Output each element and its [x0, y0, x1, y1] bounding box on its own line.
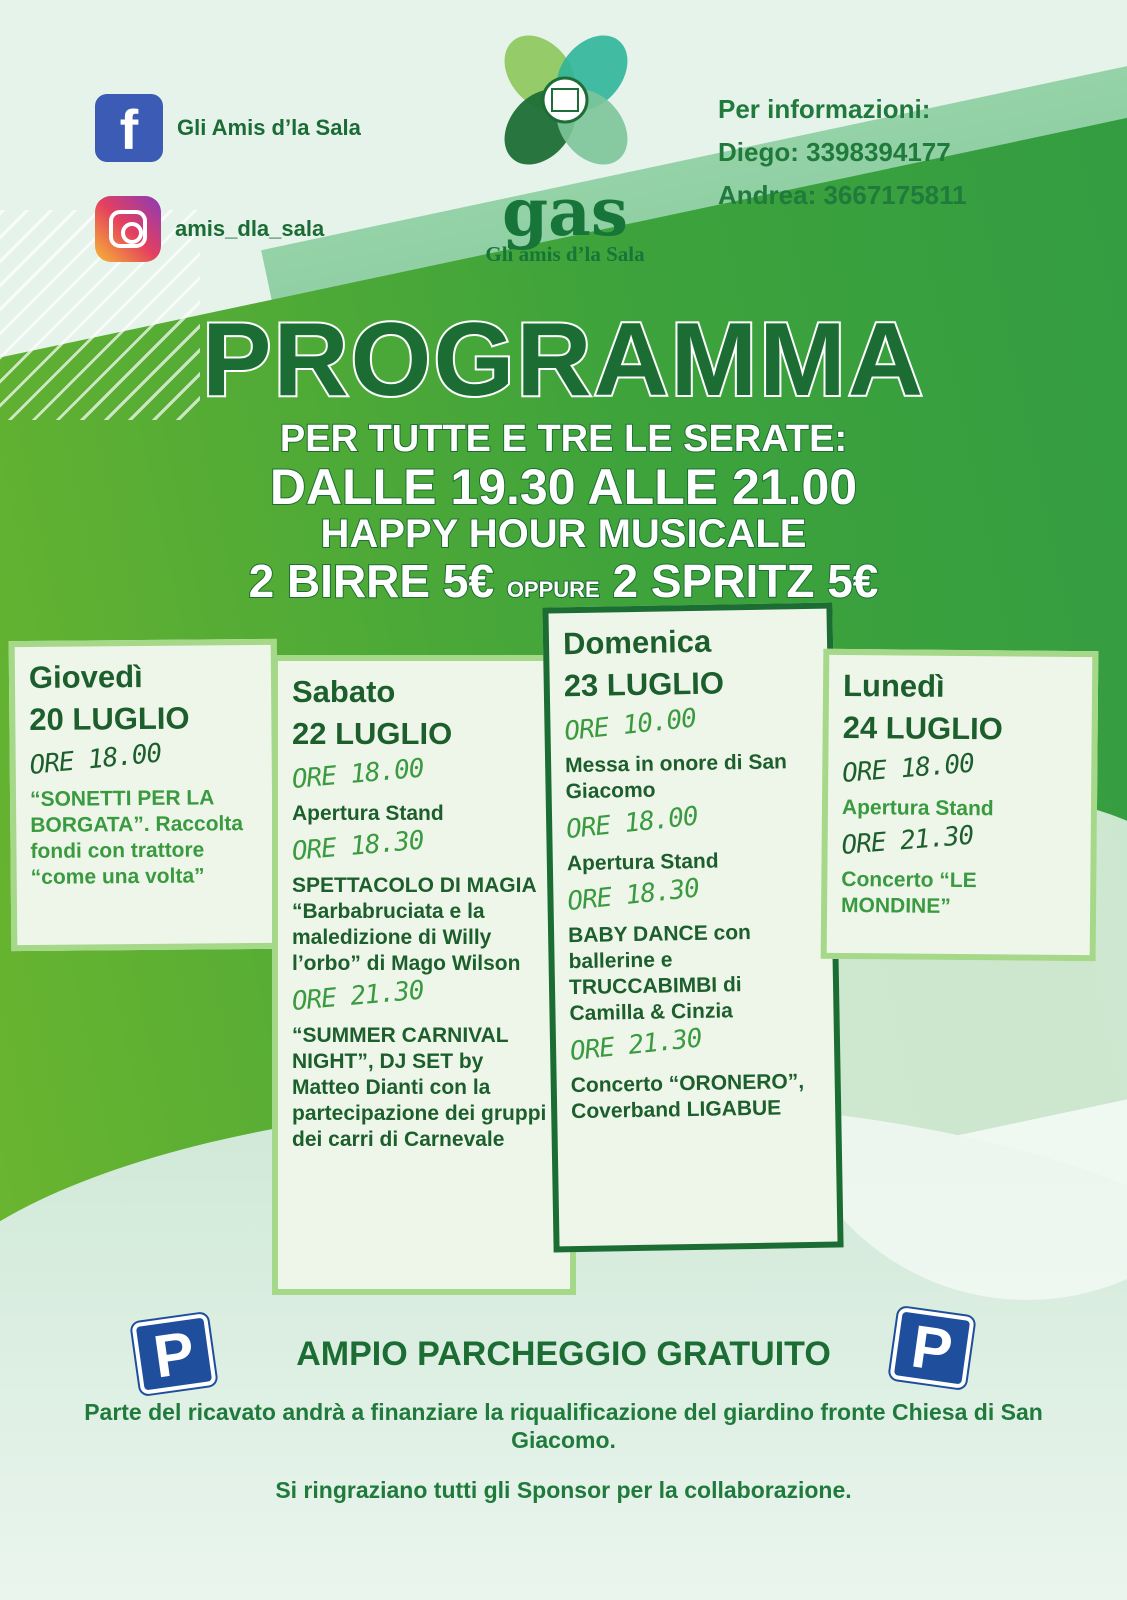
parking-icon: P — [889, 1307, 975, 1389]
hands-logo-icon — [504, 35, 628, 165]
day-date: 22 LUGLIO — [292, 716, 453, 751]
facebook-icon: f — [95, 94, 163, 162]
happy-hour-line2: DALLE 19.30 ALLE 21.00 — [269, 459, 858, 515]
happy-hour-offer: 2 BIRRE 5€ OPPURE 2 SPRITZ 5€ — [0, 555, 1127, 615]
day-name: Giovedì — [28, 659, 143, 695]
offer-beer: 2 BIRRE 5€ — [248, 555, 495, 607]
contact-andrea: Andrea: 3667175811 — [718, 180, 967, 210]
day-card-lunedi: Lunedì 24 LUGLIO ORE 18.00 Apertura Stan… — [820, 648, 1099, 962]
logo-name: Gli amis d’la Sala — [485, 242, 645, 266]
instagram-icon — [95, 196, 161, 262]
logo-mark: gas — [501, 173, 629, 251]
day-card-sabato: Sabato 22 LUGLIO ORE 18.00 Apertura Stan… — [272, 655, 576, 1295]
instagram-label: amis_dla_sala — [175, 216, 325, 241]
contact-diego: Diego: 3398394177 — [718, 137, 951, 167]
event-text: SPETTACOLO DI MAGIA “Barbabruciata e la … — [292, 874, 536, 975]
facebook-link[interactable]: f Gli Amis d’la Sala — [95, 94, 361, 162]
contact-info: Per informazioni: Diego: 3398394177 Andr… — [718, 88, 967, 217]
day-card-domenica: Domenica 23 LUGLIO ORE 10.00 Messa in on… — [542, 602, 844, 1253]
info-title: Per informazioni: — [718, 94, 931, 124]
happy-hour-line3: HAPPY HOUR MUSICALE — [320, 511, 808, 557]
day-card-giovedi: Giovedì 20 LUGLIO ORE 18.00 “SONETTI PER… — [8, 638, 280, 952]
logo: gas Gli amis d’la Sala — [450, 25, 680, 267]
event-text: “SONETTI PER LA BORGATA”. Raccolta fondi… — [29, 786, 244, 889]
day-name: Sabato — [292, 674, 396, 709]
event-text: “SUMMER CARNIVAL NIGHT”, DJ SET by Matte… — [292, 1024, 547, 1151]
happy-hour-line1: PER TUTTE E TRE LE SERATE: — [279, 417, 848, 461]
day-name: Domenica — [562, 623, 712, 662]
offer-spritz: 2 SPRITZ 5€ — [612, 555, 880, 607]
event-text: Apertura Stand — [292, 802, 444, 825]
footer-note: Parte del ricavato andrà a finanziare la… — [84, 1399, 1043, 1453]
parking-text: AMPIO PARCHEGGIO GRATUITO — [296, 1335, 831, 1373]
offer-or: OPPURE — [506, 576, 601, 603]
footer-thanks: Si ringraziano tutti gli Sponsor per la … — [275, 1477, 852, 1503]
facebook-label: Gli Amis d’la Sala — [177, 115, 361, 140]
day-name: Lunedì — [842, 667, 945, 704]
page-title: PROGRAMMA — [200, 302, 925, 418]
event-text: Concerto “ORONERO”, Coverband LIGABUE — [570, 1070, 805, 1124]
event-text: BABY DANCE con ballerine e TRUCCABIMBI d… — [567, 920, 752, 1026]
instagram-link[interactable]: amis_dla_sala — [95, 196, 324, 262]
event-text: Concerto “LE MONDINE” — [841, 867, 977, 918]
